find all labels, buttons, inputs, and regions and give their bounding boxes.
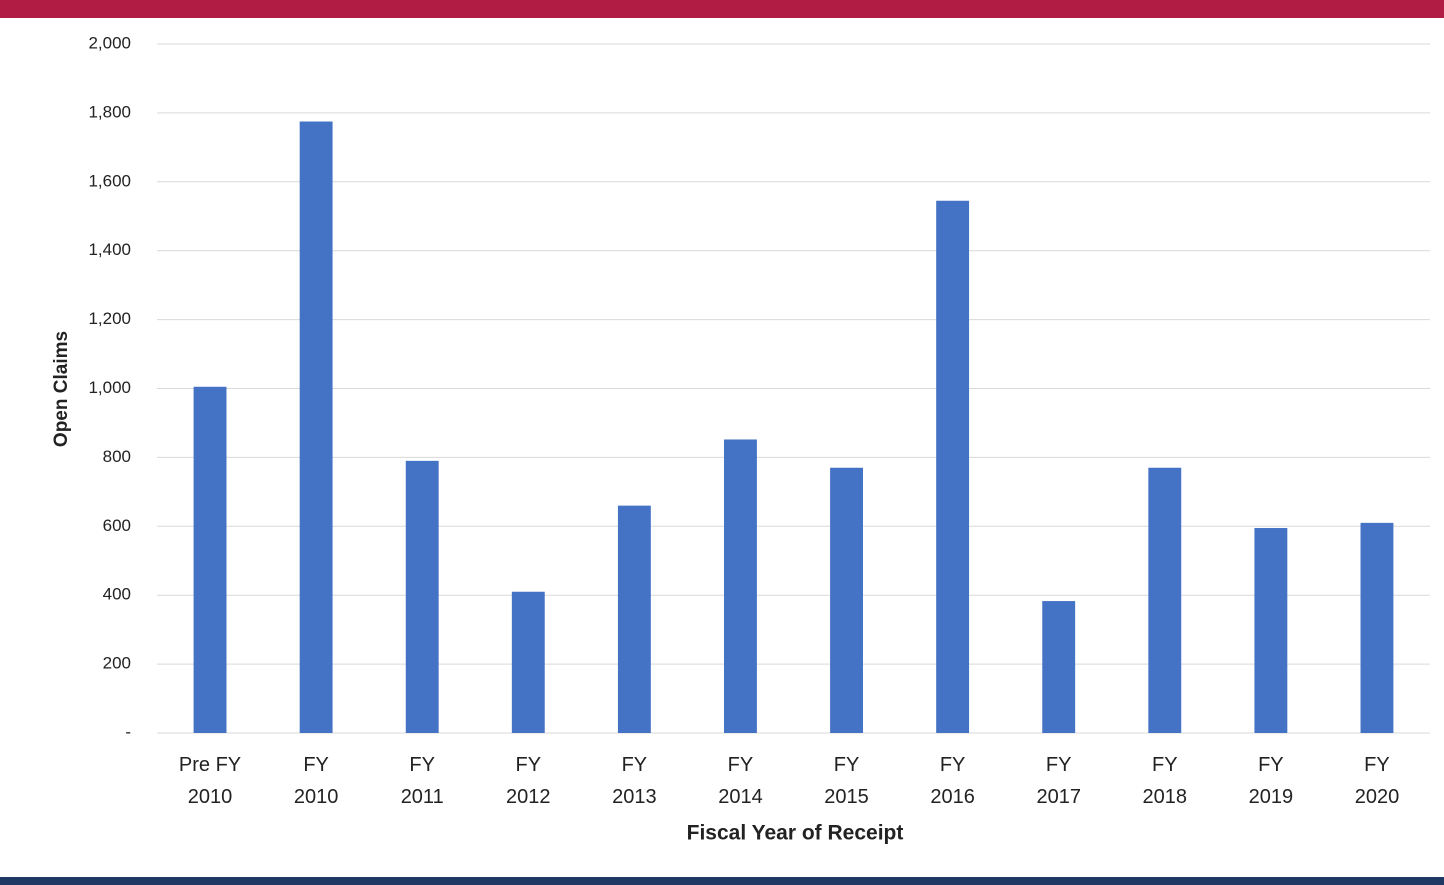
x-tick-label: FY 2016 — [930, 754, 975, 808]
x-tick-label: FY 2019 — [1248, 754, 1294, 808]
x-tick-label: FY 2013 — [612, 754, 657, 808]
bar — [830, 467, 863, 733]
y-tick-label: 600 — [103, 516, 131, 535]
bar — [299, 121, 333, 733]
bar — [936, 200, 970, 733]
x-tick-label: FY 2011 — [400, 754, 444, 808]
y-tick-label: 200 — [103, 654, 131, 673]
x-tick-label: Pre FY 2010 — [178, 754, 242, 808]
x-axis-title: Fiscal Year of Receipt — [687, 822, 904, 845]
x-tick-label: FY 2012 — [506, 754, 551, 808]
x-tick-label: FY 2017 — [1036, 754, 1081, 808]
bottom-band — [0, 877, 1444, 885]
y-tick-label: 2,000 — [88, 33, 131, 52]
bar — [193, 386, 227, 733]
y-tick-label: 1,800 — [88, 102, 131, 121]
x-tick-label: FY 2015 — [824, 754, 869, 808]
bar — [1360, 522, 1394, 733]
bar — [405, 460, 439, 733]
bar — [511, 591, 545, 733]
y-tick-label: 1,000 — [88, 378, 131, 397]
x-tick-label: FY 2020 — [1354, 754, 1400, 808]
y-axis-title: Open Claims — [51, 331, 72, 447]
bar — [617, 505, 651, 733]
bar — [724, 439, 757, 733]
y-tick-label: 1,400 — [88, 240, 131, 259]
x-tick-label: FY 2018 — [1142, 754, 1188, 808]
x-tick-label: FY 2014 — [718, 754, 763, 808]
bar — [1148, 467, 1182, 733]
y-tick-label: 400 — [103, 585, 131, 604]
y-tick-label: 1,600 — [88, 171, 131, 190]
bar — [1254, 528, 1288, 733]
y-tick-label: 1,200 — [88, 309, 131, 328]
bar — [1042, 601, 1076, 733]
y-tick-label: 800 — [103, 447, 131, 466]
x-tick-label: FY 2010 — [293, 754, 339, 808]
y-tick-label: - — [125, 722, 131, 741]
top-band — [0, 0, 1444, 18]
